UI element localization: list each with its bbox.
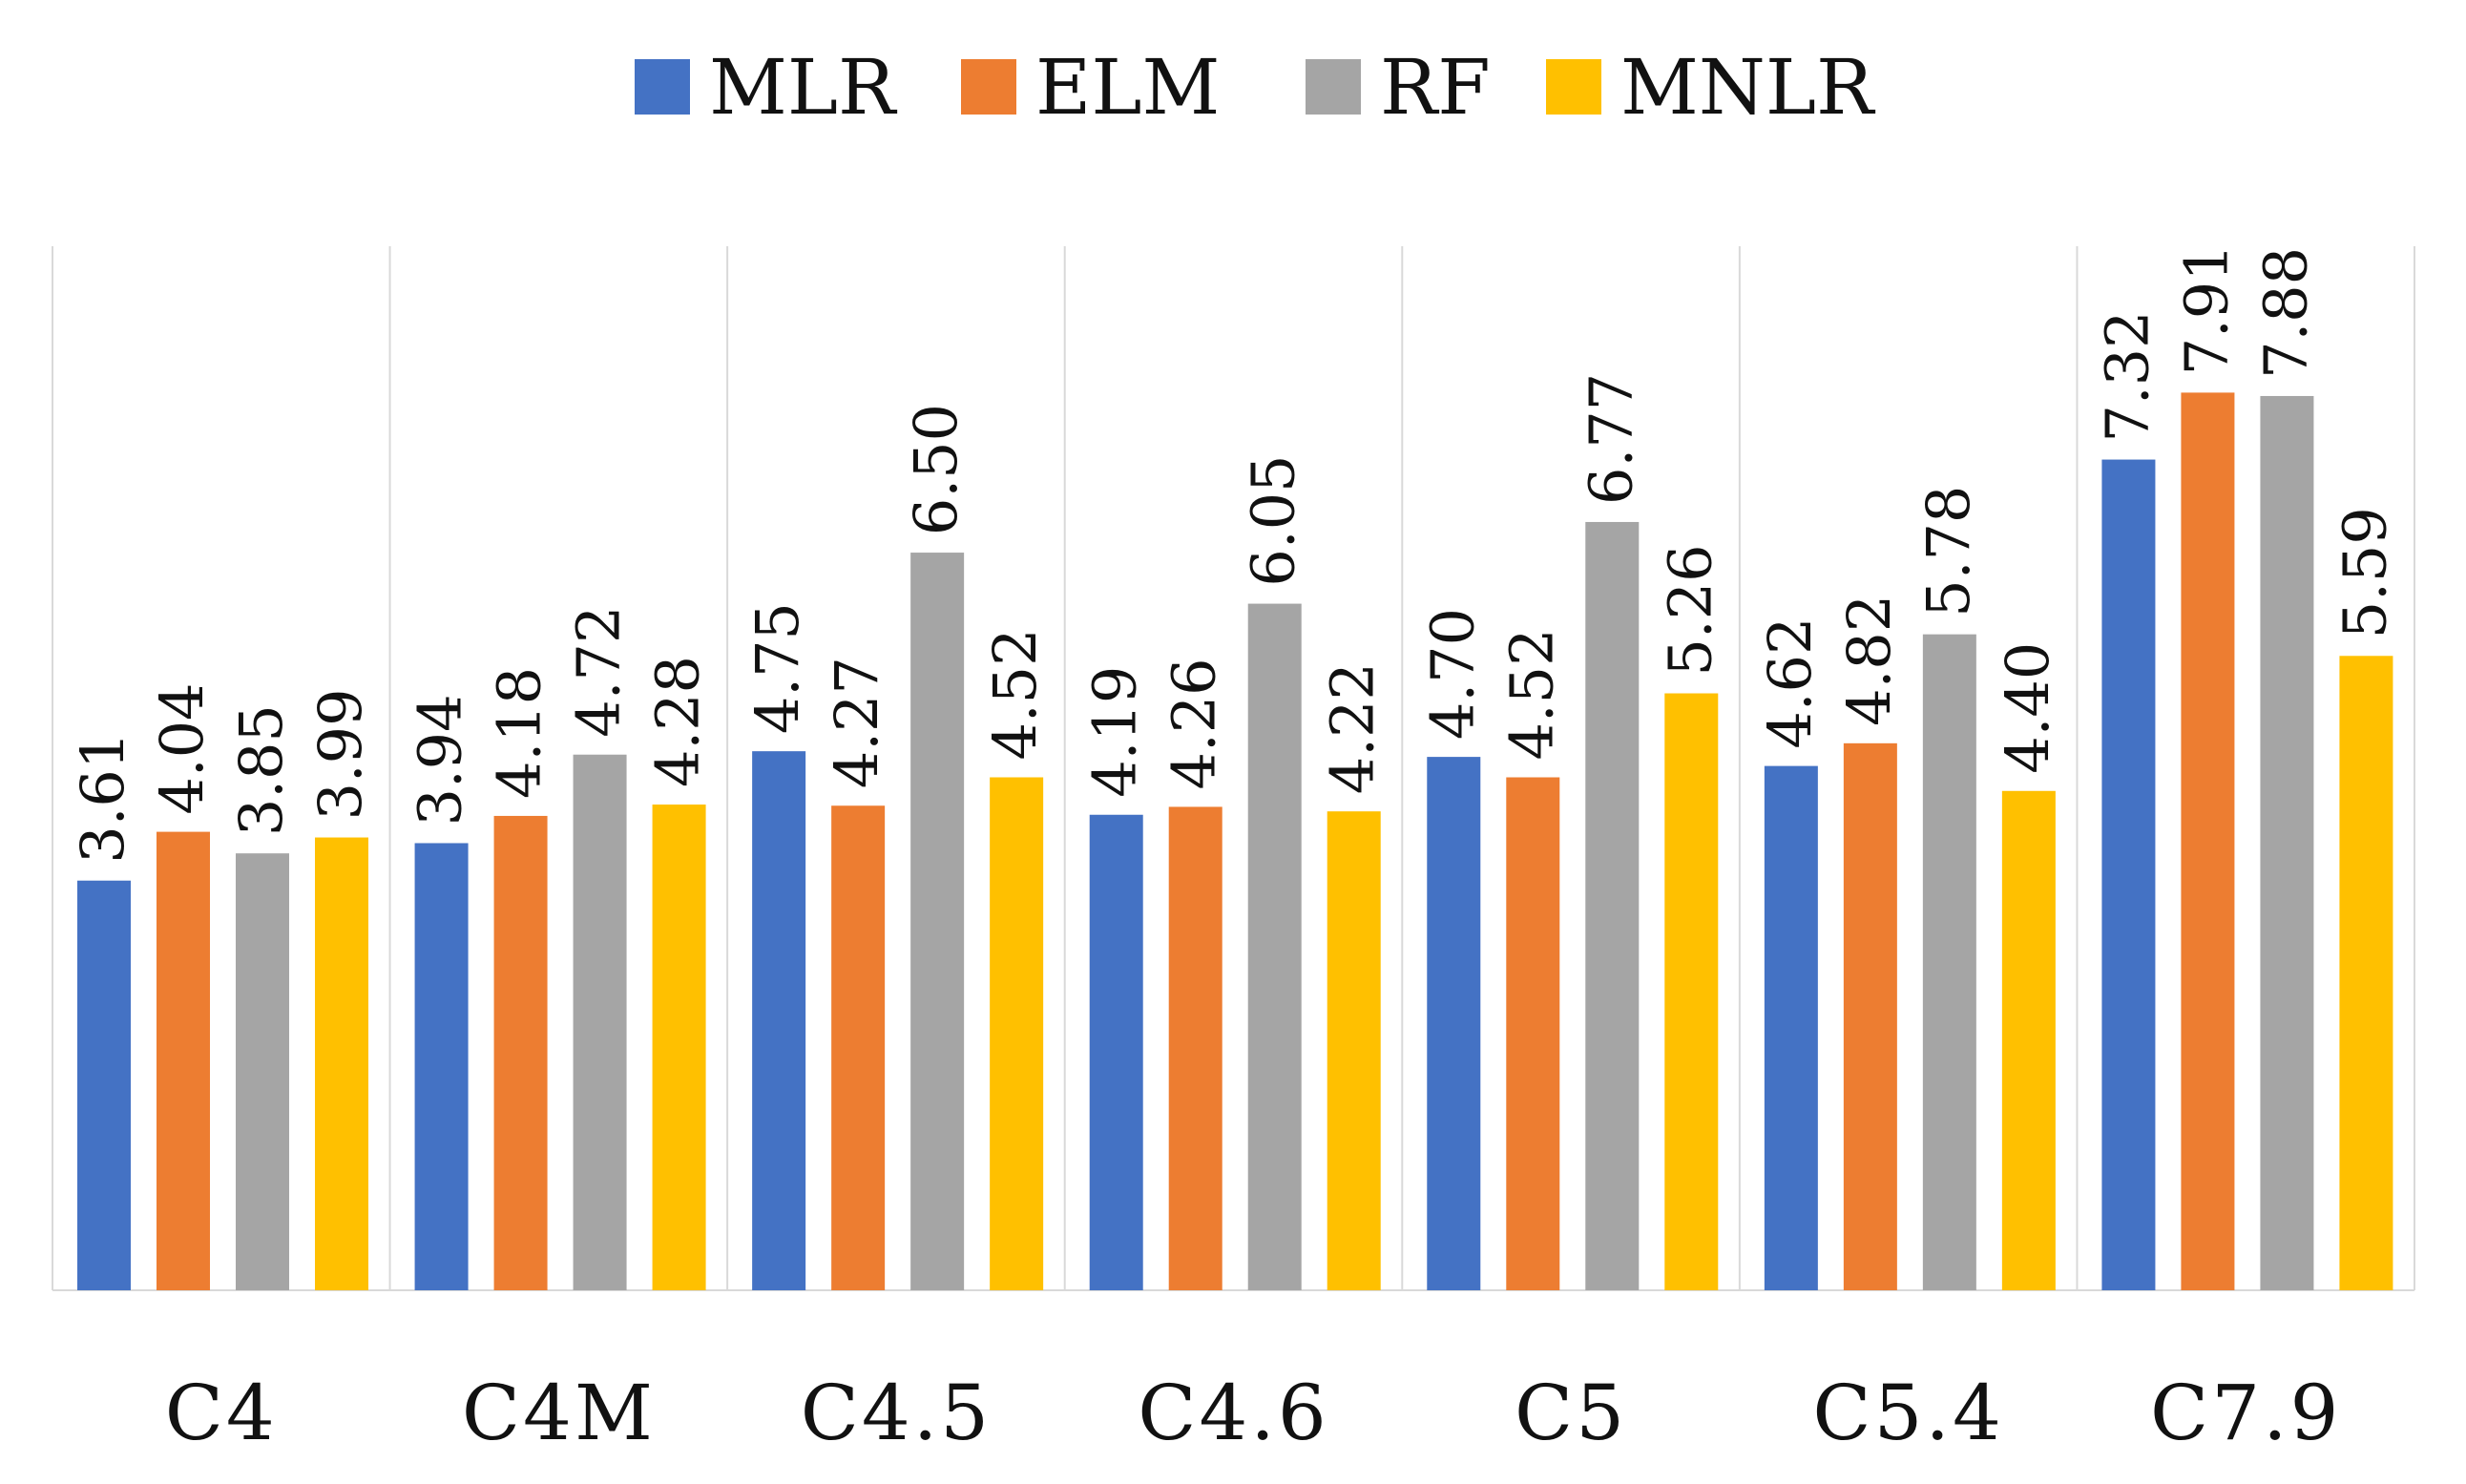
data-label-rf-c4: 3.85	[226, 704, 296, 836]
bar-rf-c5	[1585, 521, 1640, 1290]
data-label-mnlr-c4-6: 4.22	[1318, 662, 1388, 794]
legend-swatch-mlr	[635, 59, 690, 115]
data-label-mlr-c4-6: 4.19	[1080, 666, 1150, 798]
category-group-c7-9: 7.327.91 7.88 5.59	[2092, 243, 2399, 1290]
category-group-c5: 4.70 4.52 6.775.26	[1417, 373, 1724, 1290]
category-group-c5-4: 4.62 4.825.784.40	[1755, 486, 2062, 1290]
data-label-elm-c5-4: 4.82	[1834, 595, 1904, 726]
plot-area: 3.61 4.04 3.85 3.99 C4 3.94 4.18 4.72 4.28 C4M 4.7…	[52, 243, 2415, 1457]
bar-mlr-c4-5	[752, 751, 806, 1290]
bar-elm-c5	[1506, 777, 1560, 1290]
x-tick-label-c5-4: C5.4	[1812, 1369, 2003, 1457]
legend-swatch-mnlr	[1546, 59, 1601, 115]
data-label-mlr-c4m: 3.94	[406, 694, 475, 826]
data-label-elm-c7-9: 7.91	[2171, 243, 2241, 375]
x-tick-label-c4-6: C4.6	[1138, 1369, 1328, 1457]
data-label-mnlr-c4m: 4.28	[643, 656, 713, 787]
data-label-mlr-c4-5: 4.75	[742, 602, 812, 734]
bar-mnlr-c4m	[652, 805, 706, 1290]
bar-elm-c5-4	[1843, 742, 1897, 1290]
data-label-rf-c4-6: 6.05	[1239, 455, 1308, 587]
category-group-c4-5: 4.75 4.27 6.50 4.52	[742, 404, 1050, 1290]
bar-rf-c4	[236, 853, 289, 1290]
x-tick-label-c4m: C4M	[462, 1369, 656, 1457]
data-label-rf-c5-4: 5.78	[1913, 486, 1983, 617]
bar-mlr-c7-9	[2101, 459, 2156, 1290]
bar-elm-c4-6	[1168, 806, 1223, 1290]
bar-mlr-c4-6	[1089, 814, 1143, 1290]
bar-elm-c4	[157, 831, 210, 1290]
data-label-elm-c4-6: 4.26	[1160, 658, 1229, 789]
legend: MLR ELM RF MNLR	[635, 43, 1876, 132]
bar-elm-c4m	[493, 815, 548, 1290]
data-label-mnlr-c4: 3.99	[305, 688, 375, 820]
legend-label-mnlr: MNLR	[1620, 43, 1876, 132]
bar-mlr-c5	[1427, 757, 1481, 1290]
x-tick-label-c4-5: C4.5	[801, 1369, 992, 1457]
category-group-c4m: 3.94 4.18 4.72 4.28	[406, 606, 713, 1290]
data-label-mnlr-c5: 5.26	[1655, 544, 1724, 676]
legend-label-elm: ELM	[1035, 43, 1220, 132]
bar-mnlr-c4-6	[1327, 811, 1381, 1290]
bar-mnlr-c5	[1664, 693, 1719, 1290]
data-label-rf-c5: 6.77	[1576, 373, 1645, 505]
bar-mlr-c4m	[414, 843, 469, 1290]
bar-rf-c7-9	[2260, 395, 2314, 1290]
legend-label-mlr: MLR	[709, 43, 898, 132]
data-label-mlr-c4: 3.61	[68, 732, 137, 864]
bar-mnlr-c7-9	[2339, 656, 2393, 1290]
legend-item-mnlr: MNLR	[1546, 43, 1876, 132]
bar-mlr-c5-4	[1764, 765, 1818, 1290]
x-tick-label-c5: C5	[1515, 1369, 1627, 1457]
data-label-elm-c4m: 4.18	[485, 667, 554, 799]
bar-rf-c5-4	[1922, 634, 1976, 1290]
data-label-rf-c4m: 4.72	[564, 606, 634, 738]
x-tick-label-c4: C4	[165, 1369, 278, 1457]
x-tick-label-c7-9: C7.9	[2150, 1369, 2341, 1457]
bar-mnlr-c5-4	[2001, 790, 2056, 1290]
data-label-mnlr-c7-9: 5.59	[2330, 507, 2399, 638]
bar-mnlr-c4-5	[990, 777, 1044, 1290]
legend-swatch-rf	[1306, 59, 1361, 115]
bar-mlr-c4	[77, 880, 131, 1290]
legend-item-mlr: MLR	[635, 43, 898, 132]
data-label-mlr-c5: 4.70	[1417, 608, 1487, 740]
data-label-elm-c4: 4.04	[147, 683, 217, 815]
legend-swatch-elm	[961, 59, 1016, 115]
data-label-elm-c4-5: 4.27	[822, 657, 891, 788]
data-label-rf-c4-5: 6.50	[901, 404, 971, 535]
data-label-mlr-c7-9: 7.32	[2092, 311, 2162, 443]
data-label-mlr-c5-4: 4.62	[1755, 617, 1825, 749]
legend-item-rf: RF	[1306, 43, 1491, 132]
data-label-rf-c7-9: 7.88	[2250, 247, 2320, 379]
legend-item-elm: ELM	[961, 43, 1220, 132]
data-label-mnlr-c5-4: 4.40	[1993, 642, 2062, 774]
bar-mnlr-c4	[315, 837, 368, 1290]
data-label-mnlr-c4-5: 4.52	[980, 628, 1050, 760]
bar-elm-c4-5	[831, 805, 886, 1290]
bar-rf-c4m	[573, 754, 627, 1290]
category-group-c4-6: 4.19 4.26 6.05 4.22	[1080, 455, 1388, 1290]
bar-rf-c4-6	[1247, 603, 1302, 1290]
data-label-elm-c5: 4.52	[1496, 628, 1566, 760]
legend-label-rf: RF	[1380, 43, 1491, 132]
bar-elm-c7-9	[2181, 392, 2235, 1290]
category-group-c4: 3.61 4.04 3.85 3.99	[68, 683, 375, 1290]
bar-rf-c4-5	[910, 553, 965, 1290]
